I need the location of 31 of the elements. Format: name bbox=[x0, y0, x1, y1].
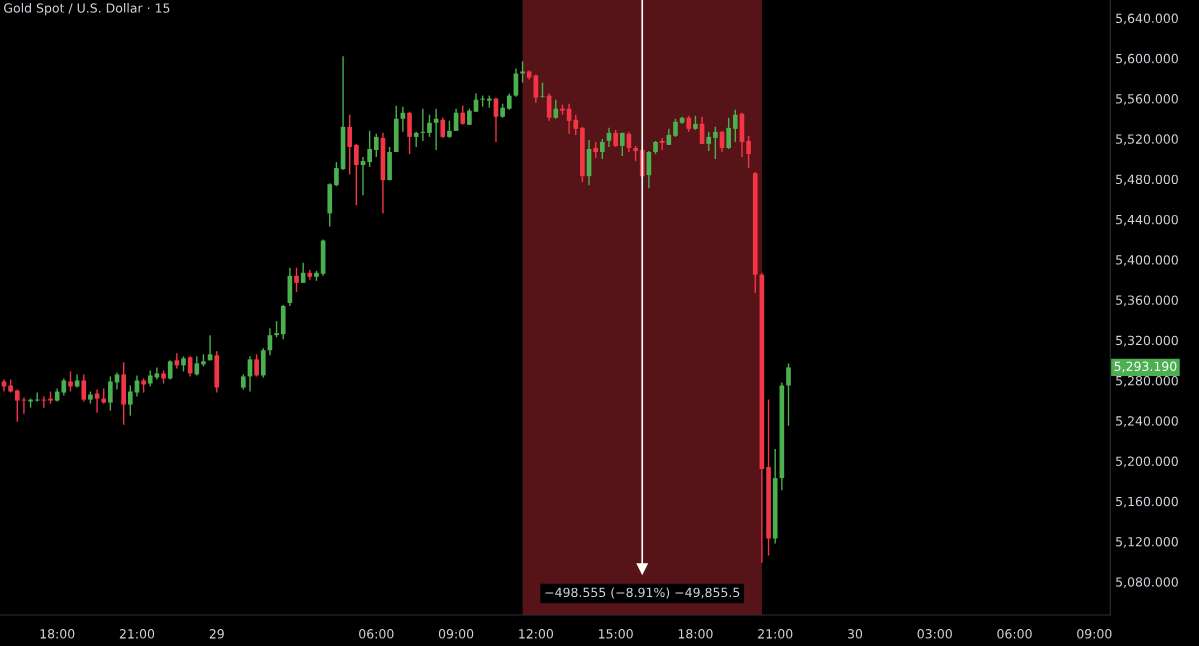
x-tick-label: 06:00 bbox=[997, 629, 1032, 639]
chart-title: Gold Spot / U.S. Dollar · 15 bbox=[4, 3, 170, 16]
y-tick-label: 5,640.000 bbox=[1116, 13, 1178, 25]
x-tick-label: 30 bbox=[847, 629, 863, 639]
x-tick-label: 12:00 bbox=[519, 629, 554, 639]
x-tick-label: 15:00 bbox=[599, 629, 633, 639]
y-tick-label: 5,400.000 bbox=[1116, 255, 1178, 266]
y-tick-label: 5,480.000 bbox=[1116, 174, 1178, 186]
x-tick-label: 21:00 bbox=[758, 629, 793, 639]
y-tick-label: 5,280.000 bbox=[1116, 375, 1178, 387]
y-tick-label: 5,080.000 bbox=[1116, 577, 1178, 588]
y-tick-label: 5,360.000 bbox=[1116, 295, 1178, 307]
y-tick-label: 5,520.000 bbox=[1116, 134, 1178, 146]
y-tick-label: 5,600.000 bbox=[1116, 53, 1178, 65]
annotation: −498.555 (−8.91%) −49,855.5 bbox=[545, 587, 740, 599]
y-tick-label: 5,240.000 bbox=[1116, 416, 1178, 427]
x-tick-label: 21:00 bbox=[119, 629, 155, 639]
y-tick-label: 5,440.000 bbox=[1116, 214, 1178, 226]
x-tick-label: 18:00 bbox=[40, 629, 75, 639]
x-tick-label: 18:00 bbox=[678, 629, 713, 639]
y-tick-label: 5,320.000 bbox=[1116, 335, 1178, 347]
x-tick-label: 06:00 bbox=[359, 629, 394, 639]
x-tick-label: 29 bbox=[209, 629, 224, 639]
text: 5,293.190 bbox=[1114, 361, 1177, 373]
x-tick-label: 09:00 bbox=[1077, 629, 1112, 639]
y-tick-label: 5,160.000 bbox=[1116, 496, 1178, 508]
y-tick-label: 5,560.000 bbox=[1116, 94, 1178, 105]
y-tick-label: 5,200.000 bbox=[1116, 456, 1178, 468]
x-tick-label: 03:00 bbox=[917, 629, 952, 639]
x-tick-label: 09:00 bbox=[438, 629, 474, 639]
y-tick-label: 5,120.000 bbox=[1116, 536, 1178, 548]
